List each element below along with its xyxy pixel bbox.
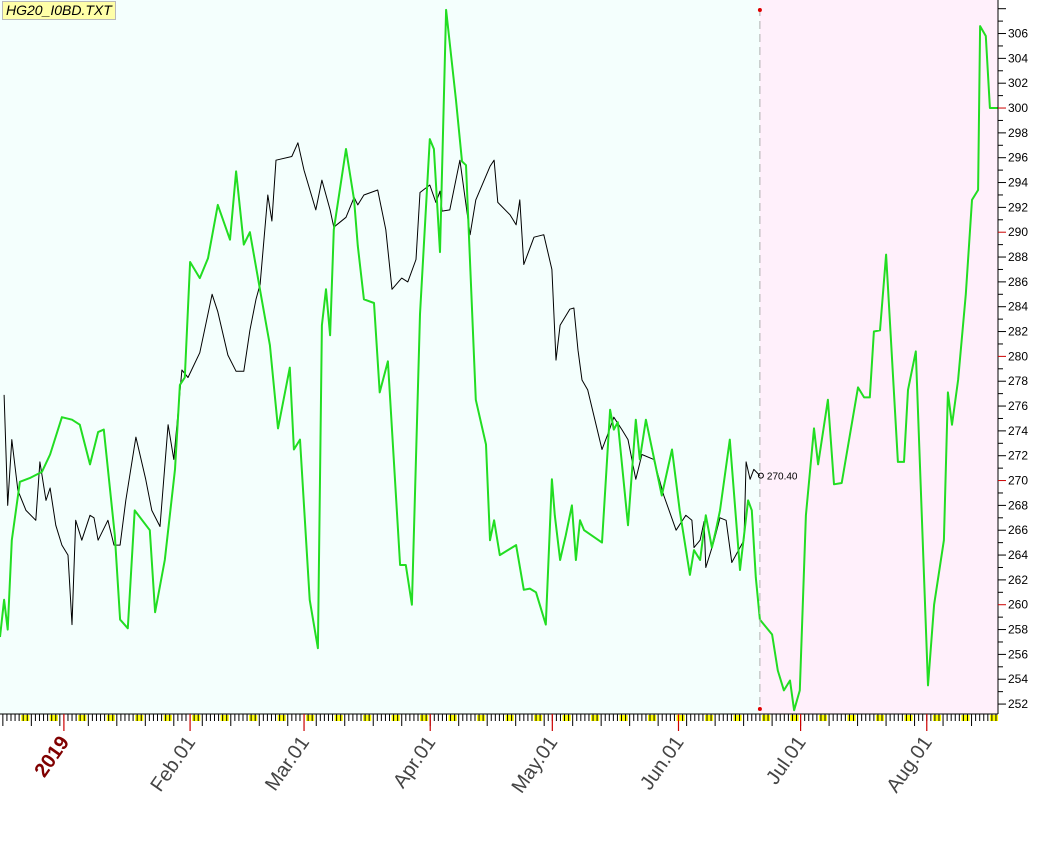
y-tick-label: 294 bbox=[1008, 176, 1028, 190]
y-tick-label: 286 bbox=[1008, 275, 1028, 289]
y-tick-label: 254 bbox=[1008, 672, 1028, 686]
y-tick-label: 296 bbox=[1008, 151, 1028, 165]
x-axis: 2019 Feb.01 Mar.01 Apr.01 May.01 Jun.01 Jul.01… bbox=[0, 713, 999, 797]
divider-bottom-dot bbox=[757, 707, 762, 711]
series-line-forecast bbox=[0, 8, 998, 712]
y-tick-label: 306 bbox=[1008, 27, 1028, 41]
y-tick-label: 290 bbox=[1008, 225, 1028, 239]
x-tick-label: Apr.01 bbox=[389, 732, 440, 792]
y-tick-label: 280 bbox=[1008, 349, 1028, 363]
y-tick-label: 300 bbox=[1008, 101, 1028, 115]
y-tick-label: 258 bbox=[1008, 623, 1028, 637]
y-tick-label: 276 bbox=[1008, 399, 1028, 413]
y-tick-label: 302 bbox=[1008, 76, 1028, 90]
y-tick-label: 298 bbox=[1008, 126, 1028, 140]
y-tick-label: 274 bbox=[1008, 424, 1028, 438]
markers: 270.40 bbox=[757, 8, 798, 711]
history-region bbox=[0, 0, 760, 714]
y-tick-label: 288 bbox=[1008, 250, 1028, 264]
y-tick-label: 278 bbox=[1008, 374, 1028, 388]
series-lines bbox=[0, 8, 998, 712]
y-tick-label: 252 bbox=[1008, 697, 1028, 711]
y-tick-label: 282 bbox=[1008, 325, 1028, 339]
last-value-label: 270.40 bbox=[767, 472, 798, 483]
x-tick-label: Aug.01 bbox=[882, 732, 936, 797]
x-tick-label: 2019 bbox=[30, 732, 74, 781]
y-tick-label: 260 bbox=[1008, 598, 1028, 612]
x-tick-label: Jun.01 bbox=[636, 732, 688, 794]
y-tick-label: 266 bbox=[1008, 523, 1028, 537]
y-tick-label: 256 bbox=[1008, 647, 1028, 661]
y-tick-label: 284 bbox=[1008, 300, 1028, 314]
x-tick-label: Feb.01 bbox=[146, 732, 200, 796]
forecast-region bbox=[759, 0, 998, 714]
y-tick-label: 262 bbox=[1008, 573, 1028, 587]
y-tick-label: 264 bbox=[1008, 548, 1028, 562]
file-title-label: HG20_I0BD.TXT bbox=[2, 1, 116, 20]
x-tick-label: Mar.01 bbox=[261, 732, 314, 795]
last-value-marker bbox=[757, 472, 764, 479]
y-tick-label: 304 bbox=[1008, 51, 1028, 65]
plot-background bbox=[0, 0, 998, 714]
y-tick-label: 268 bbox=[1008, 498, 1028, 512]
x-tick-label: May.01 bbox=[508, 732, 563, 797]
y-tick-label: 270 bbox=[1008, 474, 1028, 488]
divider-top-dot bbox=[757, 8, 762, 12]
y-axis: 252 254 256 258 260 262 264 266 268 270 272 274 276 2… bbox=[997, 0, 1028, 714]
x-tick-label: Jul.01 bbox=[762, 732, 811, 788]
y-tick-label: 292 bbox=[1008, 200, 1028, 214]
y-tick-label: 272 bbox=[1008, 449, 1028, 463]
